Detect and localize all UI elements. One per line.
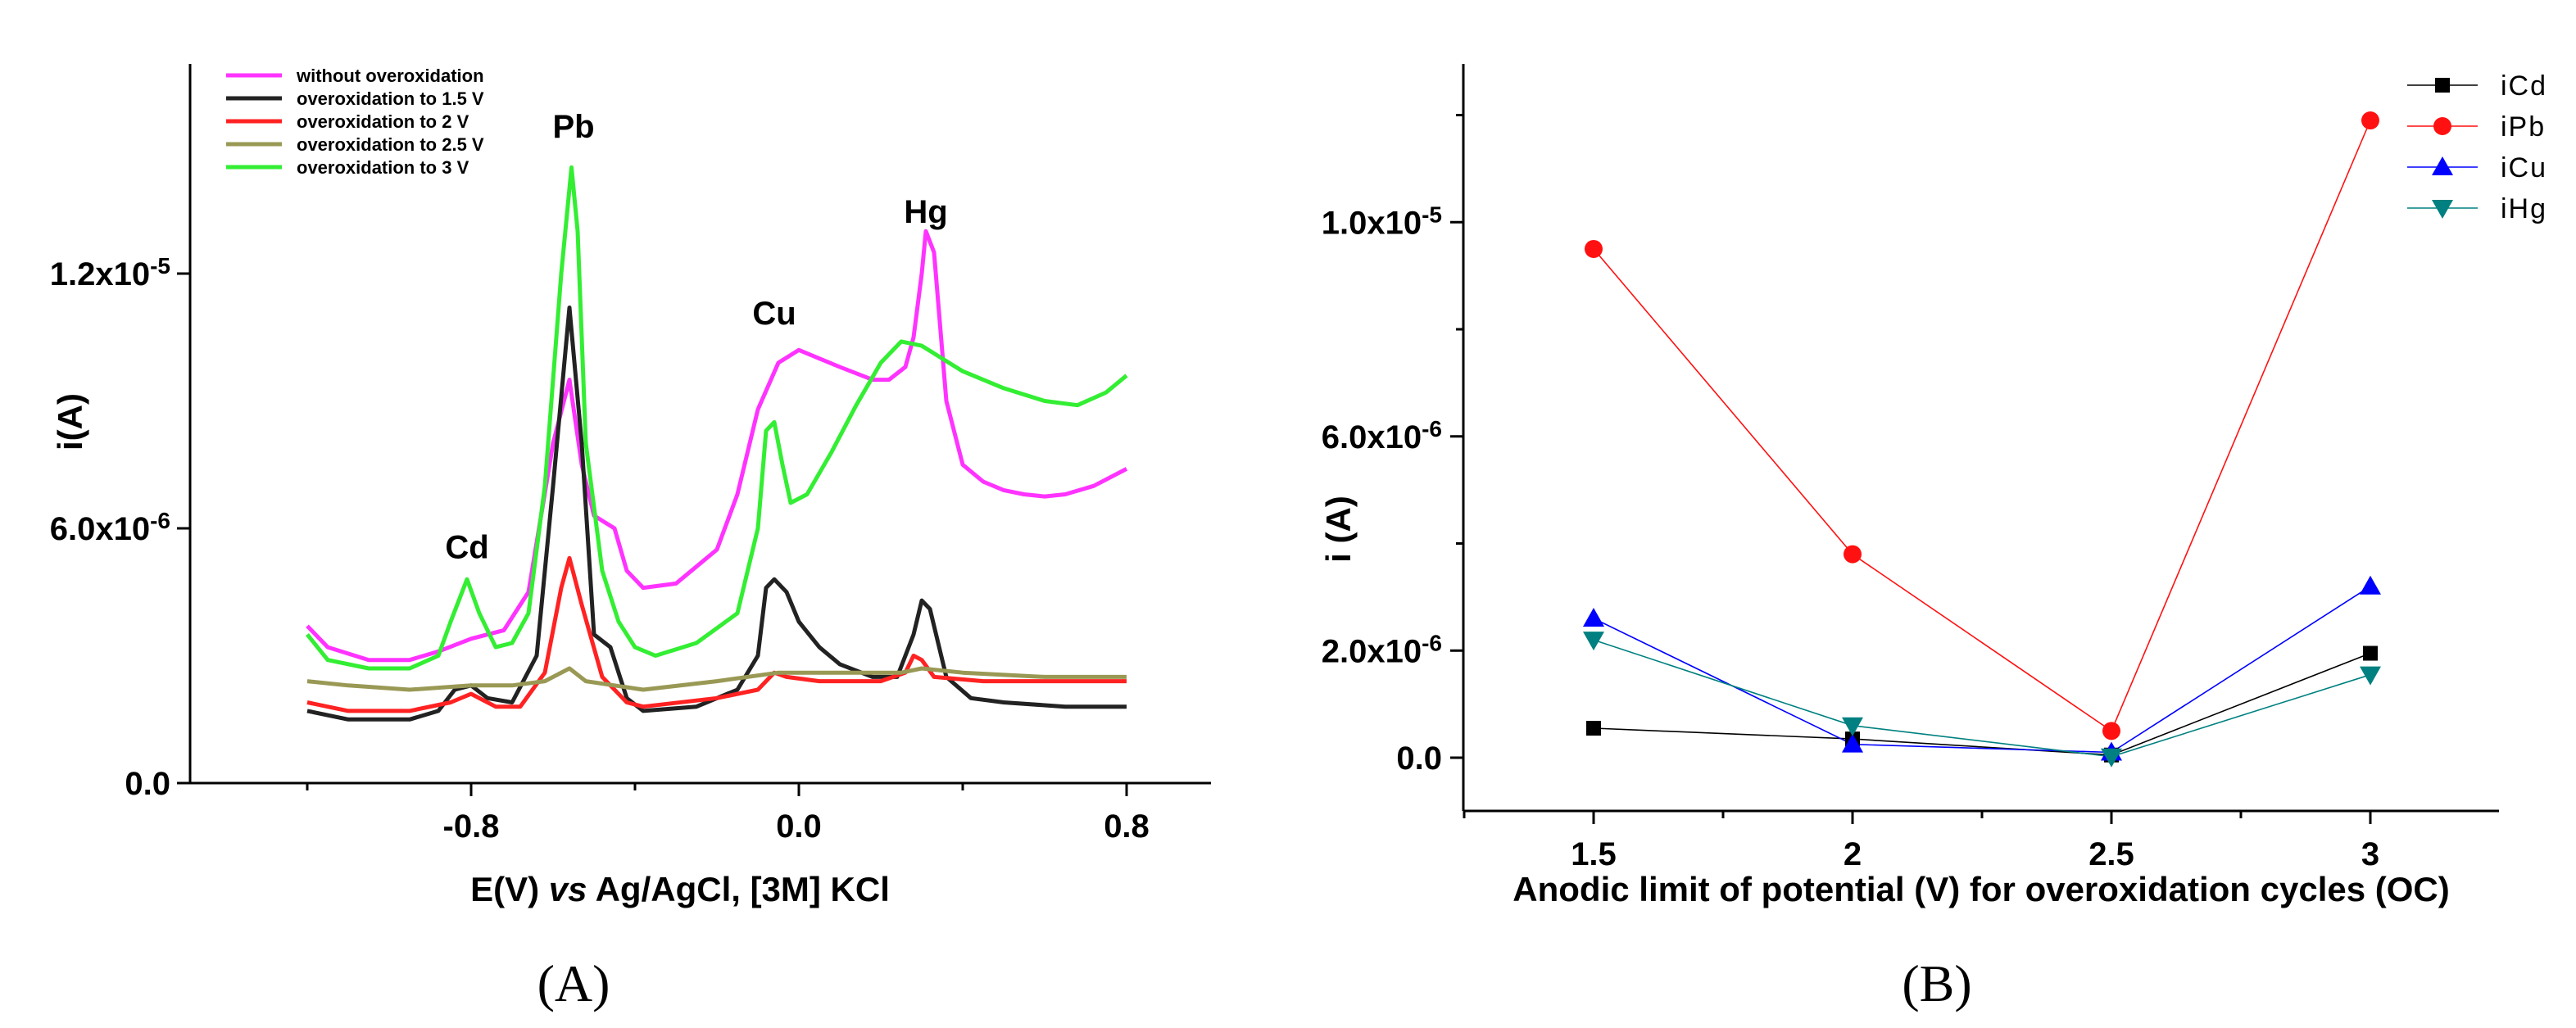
chart-b-legend-label: iCu [2501,152,2547,183]
chart-a-peak-label: Hg [904,194,947,230]
chart-b-legend-marker [2432,200,2453,219]
chart-b-y-tick-label: 1.0x10-5 [1322,202,1442,241]
chart-a-peak-label: Pb [552,109,594,145]
chart-a-y-tick-label: 6.0x10-6 [50,508,170,547]
chart-b-legend-label: iPb [2501,111,2546,143]
chart-b-x-tick-label: 2.5 [2088,836,2134,872]
chart-b-data-point [2361,111,2379,130]
chart-a-series-line [306,165,1128,671]
chart-b-data-point [2101,748,2122,768]
chart-a-y-tick-label: 0.0 [125,766,170,802]
chart-a-y-axis-title: i(A) [51,393,89,451]
chart-b-x-axis-title: Anodic limit of potential (V) for overox… [1512,870,2449,908]
chart-a-x-tick-label: 0.0 [776,808,822,845]
chart-b-series-line [1593,586,2371,754]
panel-label-a: (A) [537,954,610,1012]
chart-b-legend-marker [2435,78,2450,93]
chart-b-data-point [2363,645,2378,661]
chart-b-y-tick-label: 2.0x10-6 [1322,630,1442,669]
chart-b-data-point [2360,575,2381,595]
chart-a-series-line [306,229,1128,663]
chart-a: 0.06.0x10-61.2x10-5 -0.8 0.0 0.8 CdPbCuHg … [50,64,1211,908]
chart-b-data-point [1583,632,1604,651]
chart-b-legend-marker [2432,156,2453,175]
chart-b-series-line [1593,652,2371,756]
chart-a-legend-label: overoxidation to 2 V [297,111,469,132]
chart-b-data-point [2360,666,2381,686]
chart-b-series-line [1593,639,2371,758]
chart-b-y-tick-label: 0.0 [1396,740,1442,777]
chart-b-series-line [1593,120,2371,732]
chart-a-series-line [306,306,1127,722]
chart-b-x-tick-label: 1.5 [1571,836,1617,872]
chart-a-legend-label: without overoxidation [296,66,484,86]
chart-b-data-point [1586,721,1601,736]
chart-a-legend-label: overoxidation to 2.5 V [297,134,484,155]
chart-b: 0.0 2.0x10-6 6.0x10-6 1.0x10-5 1.5 2 2.5 3 iCd… [1319,64,2547,908]
chart-b-data-point [2102,722,2120,740]
chart-b-legend-label: iHg [2501,193,2547,224]
panel-label-b: (B) [1902,954,1971,1012]
chart-a-legend-label: overoxidation to 3 V [297,157,469,178]
chart-b-data-point [1585,239,1603,258]
chart-b-y-tick-label: 6.0x10-6 [1322,416,1442,455]
chart-a-legend-label: overoxidation to 1.5 V [297,88,484,109]
chart-a-peak-label: Cd [445,529,488,565]
chart-b-data-point [1844,545,1862,564]
chart-b-legend-marker [2433,117,2451,135]
chart-b-data-point [1842,733,1863,753]
chart-b-x-tick-label: 3 [2361,836,2379,872]
chart-b-y-axis-title: i (A) [1319,496,1358,563]
chart-b-data-point [1583,608,1604,627]
chart-b-data-point [1842,717,1863,736]
chart-b-x-tick-label: 2 [1844,836,1862,872]
chart-b-legend-label: iCd [2501,70,2547,102]
chart-a-series-line [306,666,1127,692]
chart-a-x-tick-label: -0.8 [443,808,500,845]
chart-a-series-line [306,555,1127,713]
chart-a-x-tick-label: 0.8 [1104,808,1150,845]
chart-a-peak-label: Cu [752,296,796,332]
chart-a-y-tick-label: 1.2x10-5 [50,253,170,292]
chart-a-x-axis-title: E(V) vs Ag/AgCl, [3M] KCl [470,870,890,908]
